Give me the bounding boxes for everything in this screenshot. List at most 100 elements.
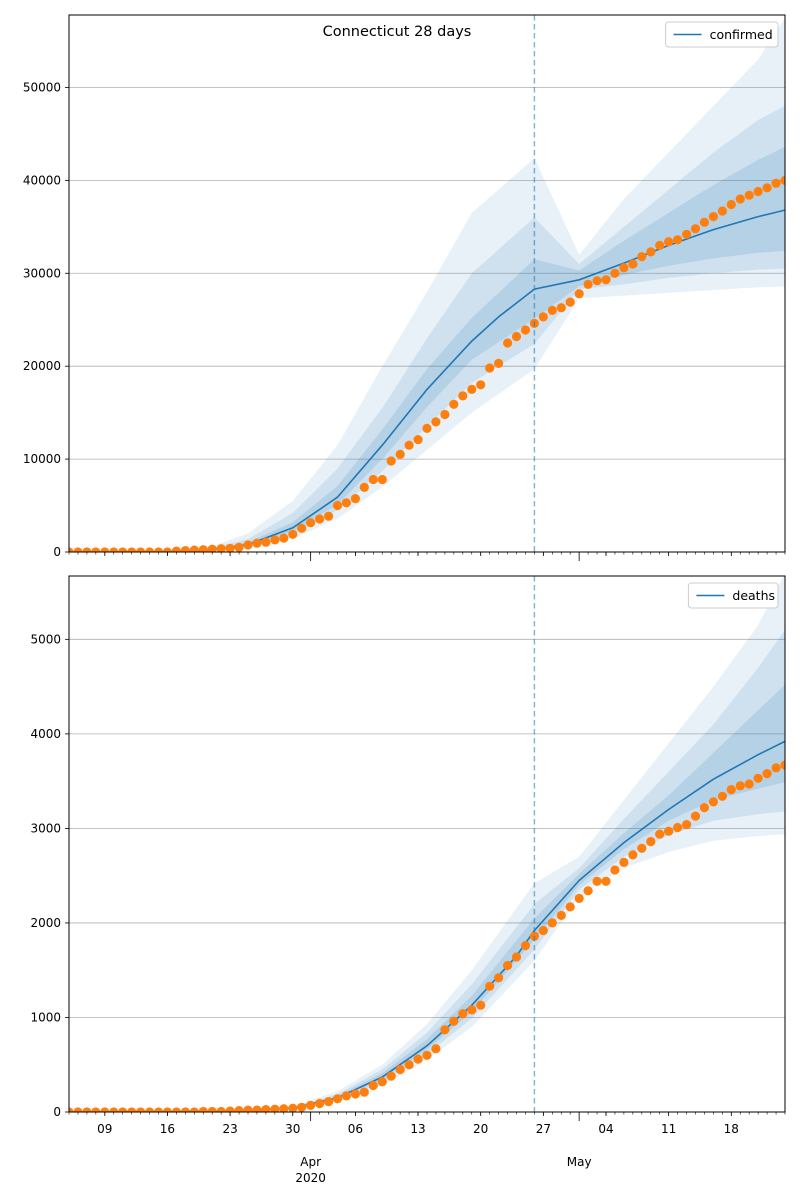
observed-point (511, 331, 522, 342)
observed-point (91, 1107, 101, 1112)
x-tick-label: 30 (285, 1122, 300, 1136)
observed-point (332, 500, 343, 511)
legend-label: confirmed (710, 27, 773, 42)
observed-point (655, 240, 665, 250)
observed-point (341, 1091, 351, 1101)
observed-point (386, 1071, 396, 1081)
observed-point (690, 811, 701, 821)
observed-point (547, 918, 557, 928)
observed-point (458, 1009, 468, 1019)
observed-point (270, 535, 280, 545)
observed-point (350, 1089, 360, 1099)
observed-point (225, 1106, 235, 1112)
x-tick-label: 23 (222, 1122, 237, 1136)
observed-point (431, 1044, 441, 1054)
observed-point (377, 474, 387, 485)
observed-point (261, 1105, 271, 1112)
observed-point (73, 547, 83, 552)
uncertainty-band-inner (534, 684, 785, 940)
observed-point (100, 547, 110, 552)
legend-box (687, 582, 779, 609)
y-tick-label: 40000 (23, 173, 61, 187)
observed-point (646, 837, 656, 847)
observed-point (422, 423, 432, 433)
observed-point (225, 543, 235, 552)
observed-point (619, 857, 629, 868)
observed-point (637, 252, 647, 262)
observed-point (628, 850, 638, 860)
y-tick-label: 10000 (23, 452, 61, 466)
observed-point (252, 538, 262, 548)
confirmed-panel: 0 10000 20000 30000 40000 50000 confirmed (23, 14, 786, 561)
observed-point (592, 276, 602, 286)
observed-point (395, 449, 405, 459)
y-tick-label: 3000 (30, 821, 61, 835)
observed-point (118, 547, 128, 552)
observed-point (511, 952, 522, 962)
observed-point (261, 537, 271, 547)
observed-point (708, 212, 719, 222)
observed-point (610, 268, 620, 278)
x-month-label: May (567, 1155, 592, 1169)
observed-point (538, 925, 548, 936)
observed-point (315, 514, 325, 524)
observed-point (431, 417, 441, 427)
observed-point (136, 1107, 146, 1112)
deaths-panel: 0 1000 2000 3000 4000 5000 09 16 23 30 06 13 20 27 04 1… (30, 575, 786, 1185)
x-year-label: 2020 (295, 1171, 326, 1185)
x-tick-label: 11 (661, 1122, 676, 1136)
observed-point (780, 175, 785, 185)
observed-point (69, 1107, 74, 1112)
axes-frame (68, 575, 786, 1113)
observed-point (109, 1107, 119, 1112)
observed-point (234, 542, 244, 552)
observed-point (780, 760, 785, 770)
uncertainty-band-middle (69, 217, 535, 552)
observed-point (673, 235, 683, 245)
observed-point (145, 547, 155, 552)
observed-point (100, 1107, 110, 1112)
observed-point (699, 217, 710, 227)
observed-point (556, 910, 566, 921)
observed-point (189, 545, 199, 552)
axes-frame (68, 14, 786, 553)
observed-point (413, 1054, 423, 1064)
observed-point (207, 1106, 217, 1112)
observed-point (297, 523, 307, 533)
observed-point (198, 545, 208, 552)
observed-point (270, 1104, 280, 1112)
observed-point (664, 237, 674, 247)
observed-point (565, 902, 575, 912)
observed-point (520, 325, 531, 335)
uncertainty-band-middle (534, 629, 785, 950)
observed-point (127, 547, 137, 552)
observed-point (91, 547, 101, 552)
observed-point (368, 474, 378, 485)
observed-point (682, 820, 692, 830)
x-tick-label: 16 (160, 1122, 175, 1136)
observed-point (180, 546, 190, 552)
uncertainty-band-inner (534, 146, 785, 319)
observed-point (753, 186, 763, 197)
observed-point (82, 547, 92, 552)
observed-point (207, 544, 217, 552)
x-tick-label: 27 (536, 1122, 551, 1136)
observed-point (503, 960, 513, 971)
observed-point (664, 826, 674, 836)
observed-point (377, 1077, 387, 1087)
observed-point (467, 1005, 477, 1015)
observed-point (171, 546, 181, 552)
observed-point (306, 518, 316, 528)
observed-point (297, 1102, 307, 1112)
observed-point (753, 773, 763, 783)
observed-point (341, 498, 351, 508)
observed-point (583, 279, 593, 289)
observed-point (440, 409, 450, 420)
legend: confirmed (665, 21, 779, 48)
observed-point (708, 797, 719, 807)
x-tick-label: 09 (97, 1122, 112, 1136)
observed-point (368, 1080, 378, 1091)
observed-point (735, 194, 745, 204)
observed-point (422, 1050, 432, 1060)
observed-point (565, 297, 575, 307)
